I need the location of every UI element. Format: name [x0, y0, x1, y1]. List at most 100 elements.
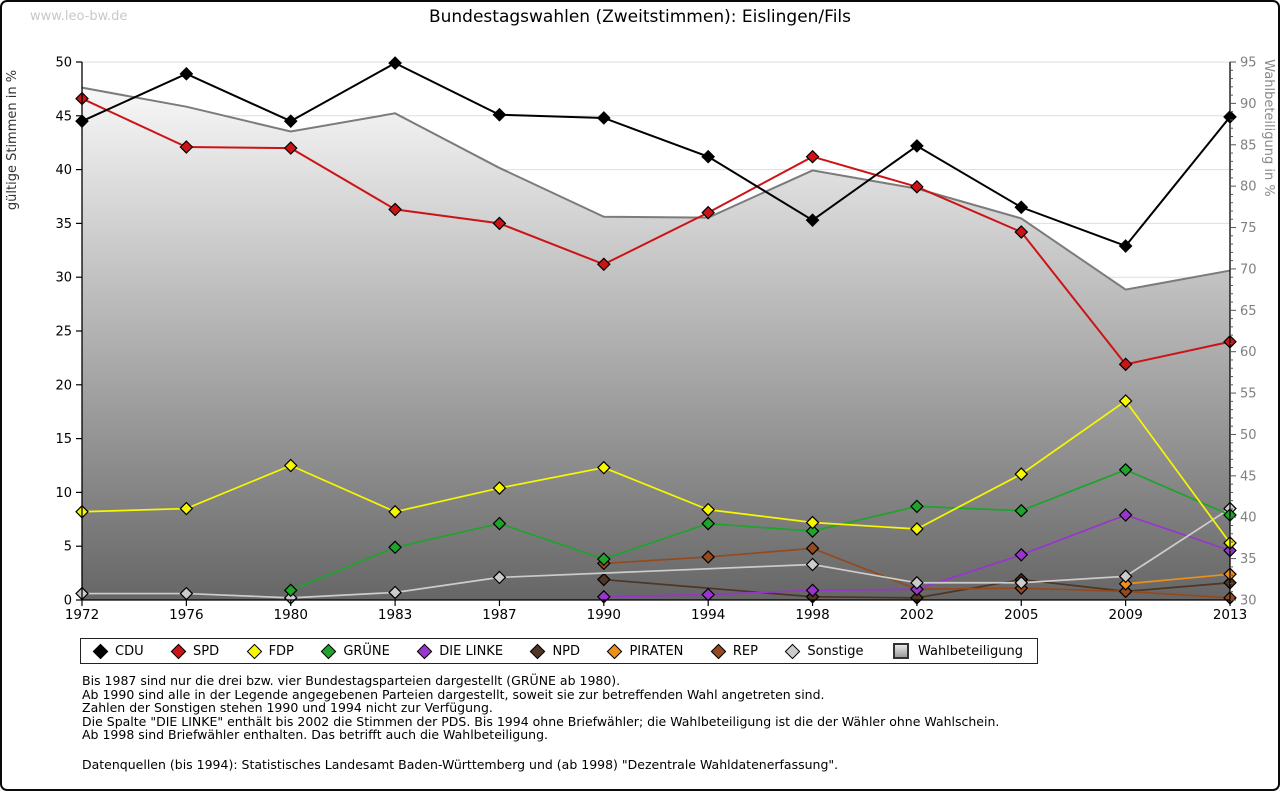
- series-marker-NPD: [596, 572, 611, 587]
- series-marker-SPD: [179, 140, 194, 154]
- left-tick-label: 30: [55, 271, 72, 286]
- left-tick-label: 0: [64, 594, 72, 609]
- right-tick-label: 30: [1240, 594, 1257, 609]
- series-marker-CDU: [1014, 200, 1029, 215]
- series-marker-CDU: [1118, 239, 1133, 253]
- legend-item-PIRATEN: PIRATEN: [607, 643, 683, 659]
- series-marker-Sonstige: [492, 570, 507, 585]
- series-marker-CDU: [388, 56, 402, 70]
- series-line-Sonstige: [82, 507, 1231, 599]
- legend-label: GRÜNE: [343, 643, 390, 659]
- chart-title: Bundestagswahlen (Zweitstimmen): Eisling…: [428, 7, 852, 27]
- x-tick-label: 1972: [65, 607, 99, 623]
- series-marker-FDP: [910, 522, 924, 536]
- series-line-GRÜNE: [290, 468, 1231, 592]
- right-tick-label: 85: [1240, 138, 1257, 153]
- series-marker-Sonstige: [1014, 575, 1029, 590]
- site-watermark: www.leo-bw.de: [30, 9, 128, 24]
- series-marker-FDP: [596, 460, 611, 475]
- right-tick-label: 40: [1240, 511, 1257, 526]
- x-tick-label: 1983: [378, 607, 412, 623]
- right-tick-label: 45: [1240, 469, 1257, 484]
- left-tick-label: 35: [55, 217, 72, 232]
- series-line-PIRATEN: [1125, 573, 1231, 585]
- x-tick-label: 2002: [900, 607, 934, 623]
- footnote-line: Zahlen der Sonstigen stehen 1990 und 199…: [82, 700, 493, 715]
- legend-item-DIE LINKE: DIE LINKE: [417, 643, 504, 659]
- x-tick-label: 1994: [691, 607, 725, 623]
- legend-item-SPD: SPD: [170, 643, 220, 659]
- x-tick-label: 1976: [169, 607, 203, 623]
- x-tick-label: 2005: [1004, 607, 1038, 623]
- legend-label: DIE LINKE: [439, 643, 504, 659]
- chart-svg: 0 5 10 15 20 25 30 35 40 45 50 30 35 40 45 50 55 60 65 70 75…: [5, 56, 1276, 624]
- legend-diamond-icon: [170, 643, 187, 659]
- series-marker-GRÜNE: [283, 583, 298, 598]
- legend-label: NPD: [552, 643, 581, 659]
- series-marker-GRÜNE: [1118, 462, 1133, 477]
- legend-diamond-icon: [92, 643, 109, 659]
- series-marker-SPD: [805, 149, 820, 164]
- x-tick-label: 1980: [274, 607, 308, 623]
- legend-item-CDU: CDU: [92, 643, 144, 659]
- left-axis-title: gültige Stimmen in %: [5, 70, 20, 210]
- legend-item-Wahlbeteiligung: Wahlbeteiligung: [892, 643, 1023, 659]
- legend-label: Wahlbeteiligung: [917, 643, 1023, 659]
- series-marker-CDU: [179, 66, 194, 81]
- series-marker-GRÜNE: [805, 524, 820, 538]
- series-marker-CDU: [701, 149, 716, 164]
- right-tick-label: 65: [1240, 304, 1257, 319]
- series-marker-GRÜNE: [1014, 503, 1029, 518]
- left-tick-label: 40: [55, 163, 72, 178]
- series-marker-Sonstige: [910, 575, 924, 590]
- legend-item-REP: REP: [710, 643, 758, 659]
- series-marker-PIRATEN: [1118, 577, 1133, 591]
- right-tick-label: 70: [1240, 262, 1257, 277]
- series-marker-CDU: [283, 114, 298, 129]
- series-marker-DIE LINKE: [1118, 508, 1133, 522]
- left-tick-label: 15: [55, 432, 72, 447]
- legend-label: SPD: [193, 643, 220, 659]
- series-marker-GRÜNE: [388, 540, 402, 555]
- legend-diamond-icon: [321, 643, 337, 659]
- series-marker-GRÜNE: [492, 516, 507, 531]
- series-marker-SPD: [596, 257, 611, 272]
- legend-diamond-icon: [246, 643, 262, 659]
- left-tick-label: 5: [64, 540, 72, 555]
- footnote-line: Ab 1998 sind Briefwähler enthalten. Das …: [82, 727, 548, 742]
- series-marker-CDU: [805, 213, 820, 228]
- right-tick-label: 75: [1240, 221, 1257, 236]
- legend-label: REP: [732, 643, 758, 659]
- right-tick-label: 50: [1240, 428, 1257, 443]
- series-marker-SPD: [1014, 225, 1029, 239]
- series-marker-CDU: [596, 111, 611, 125]
- footnote-line: Die Spalte "DIE LINKE" enthält bis 2002 …: [82, 713, 1000, 729]
- left-tick-label: 20: [55, 378, 72, 393]
- x-tick-label: 2009: [1108, 607, 1142, 623]
- series-marker-FDP: [701, 502, 716, 517]
- left-tick-label: 45: [55, 109, 72, 124]
- series-marker-FDP: [283, 458, 298, 473]
- series-marker-FDP: [179, 501, 194, 516]
- series-marker-FDP: [492, 481, 507, 495]
- series-marker-REP: [805, 541, 820, 556]
- footnote-line: Bis 1987 sind nur die drei bzw. vier Bun…: [82, 673, 621, 688]
- series-marker-FDP: [1014, 467, 1029, 481]
- legend: CDU SPD FDP GRÜNE DIE LINKE NPD PIRATEN REP Sons…: [80, 638, 1038, 664]
- legend-label: CDU: [115, 643, 144, 659]
- series-marker-REP: [701, 550, 716, 564]
- series-marker-Sonstige: [1118, 569, 1133, 584]
- right-tick-label: 80: [1240, 180, 1257, 195]
- legend-item-GRÜNE: GRÜNE: [321, 643, 390, 659]
- left-tick-label: 10: [55, 486, 72, 501]
- legend-label: Sonstige: [807, 643, 864, 659]
- chart-area: 0 5 10 15 20 25 30 35 40 45 50 30 35 40 45 50 55 60 65 70 75…: [2, 2, 1280, 632]
- legend-square-icon: [892, 643, 909, 659]
- series-marker-FDP: [805, 515, 820, 530]
- right-tick-label: 35: [1240, 552, 1257, 567]
- series-line-SPD: [81, 97, 1231, 366]
- turnout-line: [81, 86, 1231, 291]
- series-line-FDP: [81, 399, 1231, 544]
- series-marker-GRÜNE: [701, 516, 716, 531]
